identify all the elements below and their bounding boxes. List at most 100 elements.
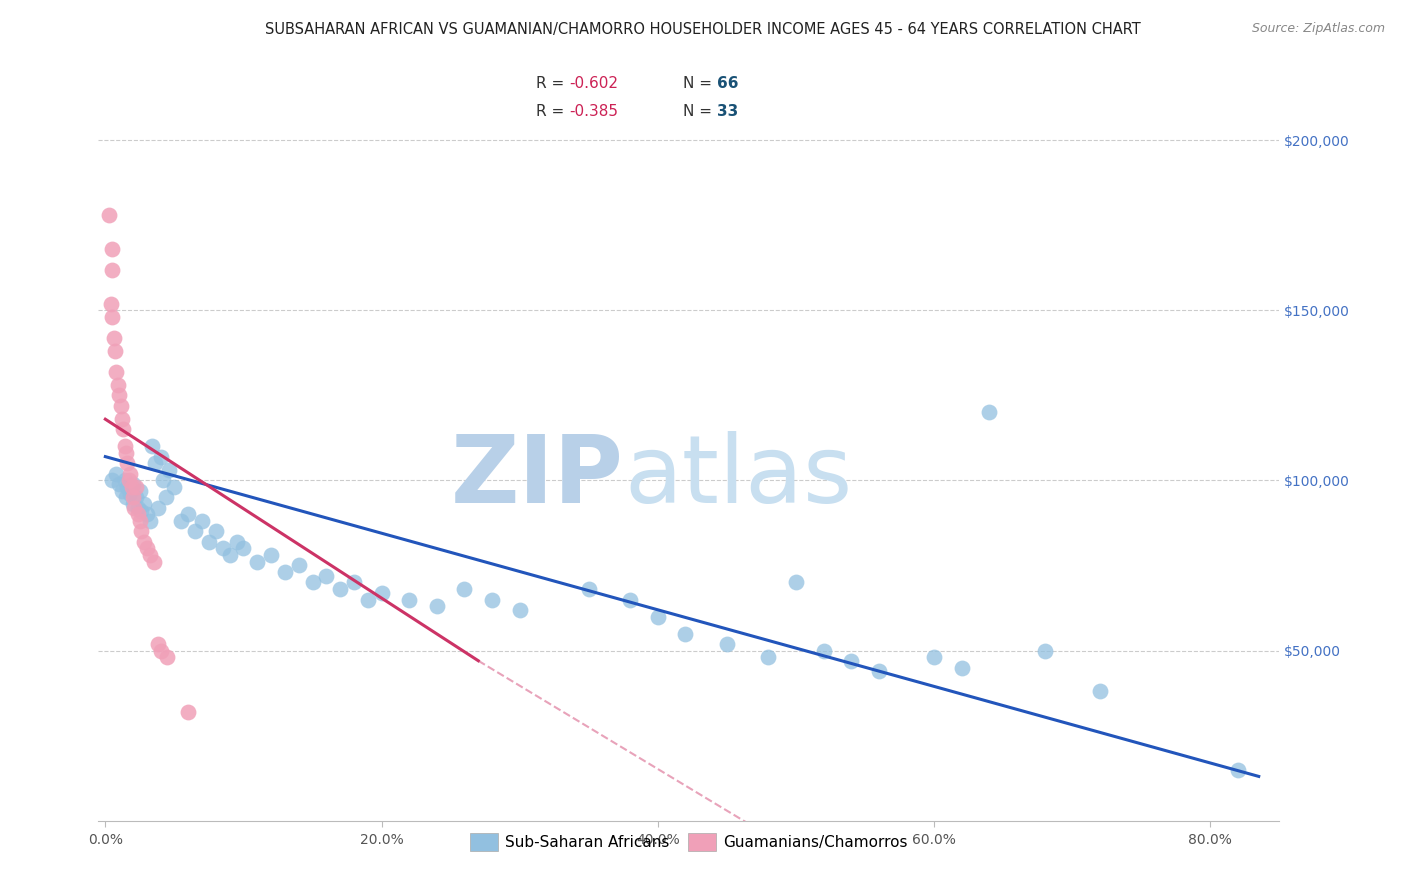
Point (756, 650, 779, 665)
Point (979, 405, 1001, 419)
Point (101, 474, 124, 488)
Point (839, 654, 862, 668)
Point (205, 524, 228, 539)
Point (129, 524, 152, 539)
Point (107, 378, 129, 392)
Point (509, 603, 531, 617)
Point (132, 534, 155, 549)
Point (120, 467, 142, 481)
Point (135, 508, 157, 522)
Point (146, 500, 169, 515)
Point (138, 514, 160, 528)
Point (128, 483, 150, 498)
Point (370, 585, 392, 599)
Point (122, 491, 145, 505)
Point (142, 555, 165, 569)
Point (157, 463, 180, 477)
Point (118, 474, 141, 488)
Point (155, 491, 177, 505)
Point (1033, 643, 1056, 657)
Point (149, 450, 172, 464)
Point (426, 599, 449, 614)
Text: 66: 66 (717, 77, 738, 91)
Point (135, 541, 157, 556)
Point (125, 491, 148, 505)
Point (117, 457, 139, 471)
Point (127, 500, 149, 515)
Point (1088, 684, 1111, 698)
Point (246, 555, 269, 569)
Point (813, 643, 835, 657)
Point (98, 208, 121, 222)
Point (225, 534, 247, 549)
Text: 33: 33 (717, 104, 738, 119)
Point (111, 483, 134, 498)
Point (453, 582, 475, 597)
Point (120, 487, 142, 501)
Point (121, 480, 143, 494)
Point (785, 575, 807, 590)
Point (315, 568, 337, 582)
Point (128, 514, 150, 528)
Point (177, 705, 200, 719)
Point (647, 609, 669, 624)
Point (152, 474, 174, 488)
Text: -0.602: -0.602 (569, 77, 619, 91)
Point (191, 514, 214, 528)
Text: atlas: atlas (624, 431, 852, 523)
Point (124, 500, 146, 515)
Point (184, 524, 207, 539)
Point (198, 534, 221, 549)
Point (357, 592, 380, 607)
Point (122, 497, 145, 511)
Text: Source: ZipAtlas.com: Source: ZipAtlas.com (1251, 22, 1385, 36)
Point (101, 262, 124, 277)
Point (146, 637, 169, 651)
Point (716, 637, 738, 651)
Point (101, 310, 124, 325)
Text: R =: R = (536, 104, 569, 119)
Point (578, 582, 600, 597)
Point (149, 643, 172, 657)
Point (115, 446, 138, 460)
Point (301, 575, 323, 590)
Point (260, 549, 283, 563)
Text: ZIP: ZIP (451, 431, 624, 523)
Point (114, 474, 136, 488)
Point (675, 626, 697, 640)
Point (163, 480, 186, 494)
Point (112, 422, 135, 436)
Point (108, 476, 131, 491)
Point (100, 296, 122, 310)
Point (122, 476, 145, 491)
Point (177, 508, 200, 522)
Point (110, 399, 132, 413)
Point (101, 242, 124, 256)
Point (111, 412, 134, 426)
Point (287, 558, 309, 573)
Text: -0.385: -0.385 (569, 104, 619, 119)
Point (274, 566, 297, 580)
Point (1227, 763, 1250, 777)
Point (218, 549, 240, 563)
Point (127, 508, 149, 522)
Point (211, 541, 233, 556)
Point (108, 388, 131, 402)
Point (104, 344, 127, 359)
Point (143, 457, 166, 471)
Text: N =: N = (683, 104, 717, 119)
Point (950, 660, 973, 674)
Point (343, 575, 366, 590)
Point (398, 592, 420, 607)
Point (329, 582, 352, 597)
Legend: Sub-Saharan Africans, Guamanians/Chamorros: Sub-Saharan Africans, Guamanians/Chamorr… (464, 827, 914, 857)
Point (170, 514, 193, 528)
Point (103, 330, 125, 344)
Point (115, 491, 138, 505)
Text: SUBSAHARAN AFRICAN VS GUAMANIAN/CHAMORRO HOUSEHOLDER INCOME AGES 45 - 64 YEARS C: SUBSAHARAN AFRICAN VS GUAMANIAN/CHAMORRO… (266, 22, 1140, 37)
Point (619, 592, 641, 607)
Point (114, 439, 136, 453)
Point (105, 365, 128, 379)
Point (129, 504, 152, 518)
Point (117, 480, 139, 494)
